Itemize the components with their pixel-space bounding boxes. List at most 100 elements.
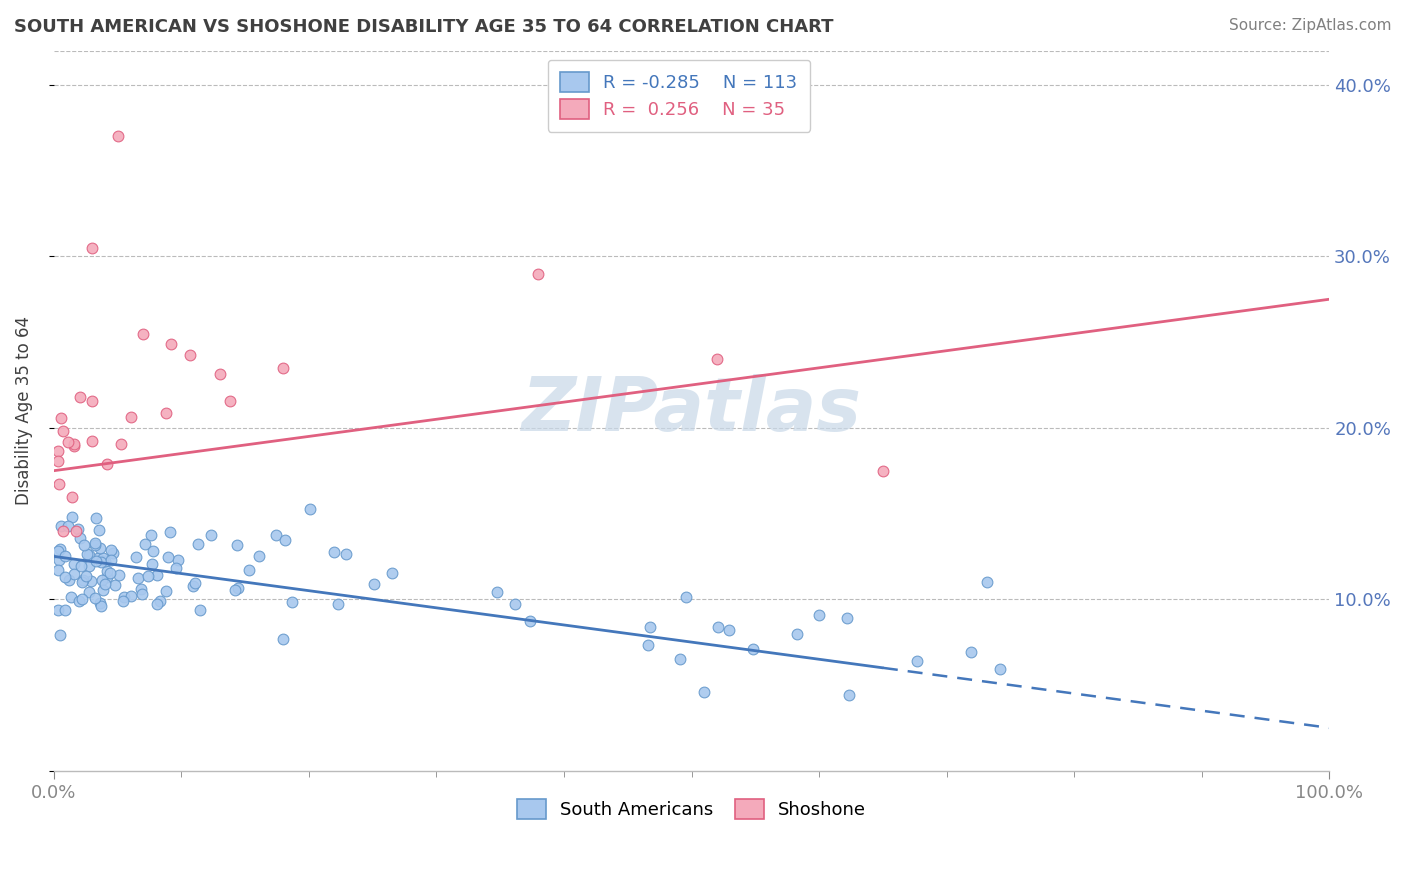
- Point: [63, 439, 86, 453]
- Point: [69, 531, 91, 545]
- Point: [273, 360, 295, 375]
- Point: [132, 326, 155, 341]
- Point: [274, 533, 297, 548]
- Point: [155, 406, 177, 420]
- Point: [637, 639, 659, 653]
- Point: [706, 352, 728, 367]
- Point: [91, 583, 114, 598]
- Point: [281, 595, 304, 609]
- Point: [70, 559, 93, 574]
- Point: [46, 443, 69, 458]
- Point: [65, 524, 87, 538]
- Point: [264, 528, 287, 542]
- Point: [101, 545, 124, 559]
- Point: [46, 602, 69, 616]
- Point: [200, 527, 222, 541]
- Point: [188, 603, 211, 617]
- Point: [184, 575, 207, 590]
- Point: [110, 437, 132, 451]
- Point: [238, 563, 260, 577]
- Point: [51, 519, 73, 533]
- Text: ZIPatlas: ZIPatlas: [522, 374, 862, 447]
- Point: [159, 524, 181, 539]
- Point: [52, 424, 75, 438]
- Point: [156, 549, 179, 564]
- Point: [70, 575, 93, 590]
- Point: [69, 390, 91, 404]
- Point: [224, 583, 246, 598]
- Point: [53, 603, 76, 617]
- Point: [142, 544, 165, 558]
- Point: [838, 688, 860, 702]
- Point: [139, 528, 162, 542]
- Point: [94, 554, 117, 568]
- Point: [83, 538, 105, 552]
- Text: SOUTH AMERICAN VS SHOSHONE DISABILITY AGE 35 TO 64 CORRELATION CHART: SOUTH AMERICAN VS SHOSHONE DISABILITY AG…: [14, 18, 834, 36]
- Point: [125, 549, 148, 564]
- Point: [905, 654, 928, 668]
- Point: [52, 524, 75, 538]
- Point: [668, 652, 690, 666]
- Point: [226, 581, 249, 595]
- Point: [70, 591, 93, 606]
- Point: [96, 570, 118, 584]
- Point: [89, 596, 111, 610]
- Point: [120, 590, 142, 604]
- Point: [46, 453, 69, 467]
- Point: [48, 553, 70, 567]
- Point: [131, 587, 153, 601]
- Point: [72, 573, 94, 587]
- Point: [527, 267, 550, 281]
- Point: [91, 573, 114, 587]
- Point: [959, 645, 981, 659]
- Point: [326, 597, 349, 611]
- Point: [807, 608, 830, 623]
- Point: [96, 457, 118, 471]
- Point: [60, 509, 83, 524]
- Point: [129, 582, 152, 596]
- Point: [988, 662, 1011, 676]
- Point: [58, 574, 80, 588]
- Point: [79, 574, 101, 588]
- Point: [83, 591, 105, 606]
- Point: [112, 591, 135, 605]
- Point: [187, 536, 209, 550]
- Point: [46, 543, 69, 558]
- Point: [89, 541, 111, 555]
- Point: [127, 572, 149, 586]
- Point: [786, 627, 808, 641]
- Point: [181, 579, 204, 593]
- Point: [73, 539, 96, 553]
- Point: [108, 568, 131, 582]
- Point: [66, 522, 89, 536]
- Point: [335, 547, 357, 561]
- Y-axis label: Disability Age 35 to 64: Disability Age 35 to 64: [15, 316, 32, 505]
- Point: [707, 620, 730, 634]
- Point: [60, 490, 83, 504]
- Point: [107, 129, 129, 144]
- Point: [46, 563, 69, 577]
- Point: [503, 597, 526, 611]
- Point: [82, 434, 104, 449]
- Point: [976, 575, 998, 590]
- Point: [718, 623, 741, 637]
- Point: [146, 597, 169, 611]
- Point: [363, 577, 385, 591]
- Point: [111, 594, 134, 608]
- Point: [160, 336, 183, 351]
- Point: [49, 627, 72, 641]
- Point: [271, 632, 294, 646]
- Point: [322, 545, 344, 559]
- Point: [83, 536, 105, 550]
- Point: [104, 578, 127, 592]
- Point: [93, 550, 115, 565]
- Point: [56, 519, 79, 533]
- Point: [93, 577, 115, 591]
- Point: [75, 569, 97, 583]
- Point: [100, 566, 122, 581]
- Point: [138, 569, 160, 583]
- Point: [84, 511, 107, 525]
- Point: [76, 548, 98, 562]
- Point: [146, 568, 169, 582]
- Point: [675, 590, 697, 604]
